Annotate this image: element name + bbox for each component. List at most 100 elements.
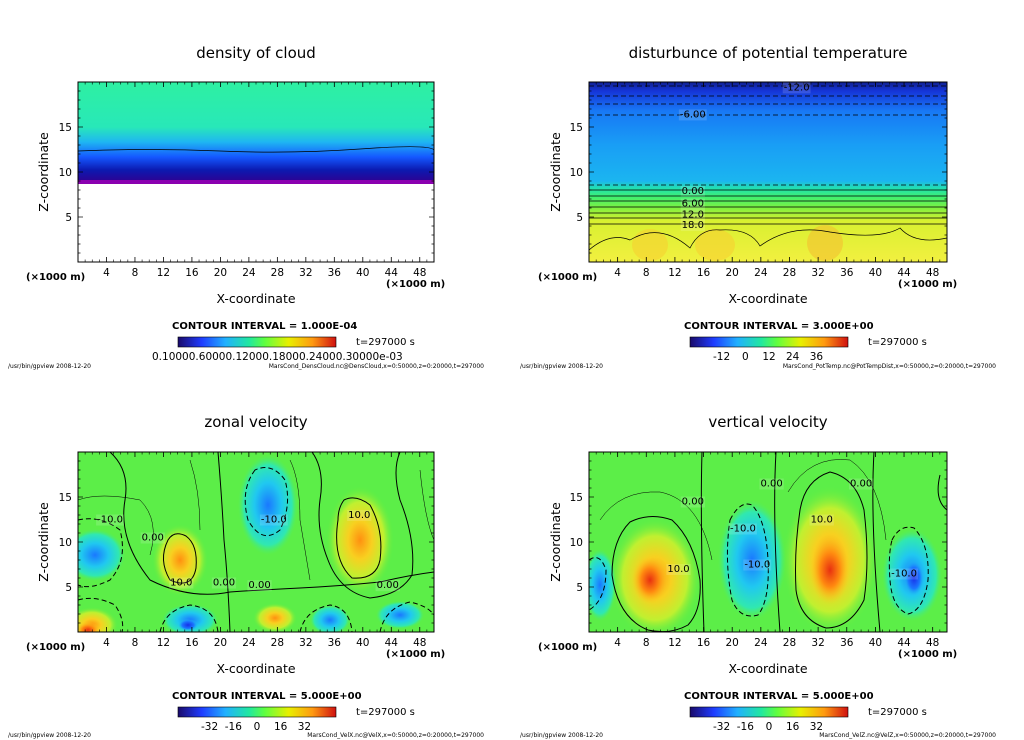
- x-tick-label: 28: [271, 267, 284, 279]
- contour-label-bg: [759, 478, 784, 490]
- colorbar-tick-label: 16: [274, 721, 288, 733]
- colorbar-tick-label: 0: [742, 351, 749, 363]
- x-tick-label: 24: [242, 267, 256, 279]
- footer-left: /usr/bin/gpview 2008-12-20: [520, 363, 603, 370]
- x-unit-right: (×1000 m): [386, 649, 445, 660]
- x-tick-label: 40: [356, 637, 369, 649]
- x-tick-label: 24: [754, 267, 768, 279]
- y-tick-label: 15: [570, 122, 583, 134]
- x-tick-label: 4: [103, 637, 110, 649]
- contour-label: -10.0: [891, 569, 917, 580]
- chart-title: zonal velocity: [204, 413, 307, 431]
- contour-label: 0.00: [682, 186, 704, 197]
- colorbar-ticks: -32 -16 0 16 32: [201, 721, 311, 733]
- x-tick-label: 8: [643, 267, 650, 279]
- contour-interval: CONTOUR INTERVAL = 5.000E+00: [172, 691, 362, 702]
- x-tick-label: 44: [897, 267, 911, 279]
- x-tick-label: 24: [242, 637, 256, 649]
- contour-label: 0.00: [213, 578, 235, 589]
- contour-label: 10.0: [348, 510, 370, 521]
- x-tick-label: 24: [754, 637, 768, 649]
- colorbar-tick-label: 32: [298, 721, 311, 733]
- x-tick-label: 28: [783, 637, 796, 649]
- x-tick-label: 12: [157, 267, 170, 279]
- contour-label-bg: [680, 198, 705, 210]
- y-tick-label: 10: [59, 167, 72, 179]
- y-tick-label: 15: [59, 122, 72, 134]
- contour-label: -6.00: [680, 109, 706, 120]
- colorbar-ticks: -32 -16 0 16 32: [713, 721, 823, 733]
- x-unit-right: (×1000 m): [898, 279, 957, 290]
- x-tick-label: 36: [840, 637, 854, 649]
- contour-label-bg: [680, 185, 705, 197]
- colorbar-tick-label: -16: [225, 721, 242, 733]
- x-tick-label: 12: [157, 637, 170, 649]
- x-unit-left: (×1000 m): [538, 272, 597, 283]
- x-tick-label: 36: [328, 267, 342, 279]
- x-tick-label: 28: [271, 637, 284, 649]
- x-tick-label: 32: [299, 267, 312, 279]
- x-axis-label: X-coordinate: [728, 291, 807, 306]
- contour-interval: CONTOUR INTERVAL = 5.000E+00: [684, 691, 874, 702]
- contour-label-bg: [848, 478, 874, 490]
- x-tick-label: 12: [668, 267, 681, 279]
- x-tick-label: 20: [726, 637, 739, 649]
- x-tick-label: 20: [214, 267, 227, 279]
- chart-title: density of cloud: [196, 44, 316, 62]
- colorbar-tick-label-overlap: 0.10000.60000.12000.18000.24000.30000e-0…: [152, 351, 403, 363]
- contour-label: 0.00: [760, 479, 782, 490]
- footer-left: /usr/bin/gpview 2008-12-20: [8, 732, 91, 739]
- x-tick-label: 36: [840, 267, 854, 279]
- time-label: t=297000 s: [868, 707, 927, 718]
- contour-label-bg: [680, 496, 705, 508]
- contour-label-bg: [809, 514, 834, 526]
- colorbar-tick-label: -32: [713, 721, 730, 733]
- y-tick-label: 5: [576, 582, 583, 594]
- contour-label-bg: [680, 220, 705, 232]
- contour-label-bg: [743, 559, 772, 571]
- x-unit-left: (×1000 m): [26, 642, 85, 653]
- contour-label: 10.0: [667, 564, 689, 575]
- colorbar: [177, 336, 337, 348]
- colorbar-tick-label: 32: [810, 721, 823, 733]
- panel-zonal-velocity: zonal velocity: [8, 413, 484, 739]
- contour-label: -10.0: [261, 515, 287, 526]
- chart-title: vertical velocity: [708, 413, 827, 431]
- plot-field: [78, 82, 434, 262]
- x-tick-label: 48: [926, 637, 939, 649]
- y-tick-label: 15: [59, 492, 72, 504]
- x-unit-right: (×1000 m): [386, 279, 445, 290]
- y-tick-label: 5: [65, 212, 72, 224]
- contour-label: 10.0: [811, 515, 833, 526]
- footer-left: /usr/bin/gpview 2008-12-20: [8, 363, 91, 370]
- contour-label: -10.0: [730, 524, 756, 535]
- x-tick-label: 32: [811, 267, 824, 279]
- colorbar-tick-label: 16: [786, 721, 800, 733]
- colorbar-tick-label: 12: [762, 351, 775, 363]
- x-unit-left: (×1000 m): [26, 272, 85, 283]
- contour-label: -10.0: [97, 515, 123, 526]
- y-tick-label: 10: [570, 537, 583, 549]
- contour-interval: CONTOUR INTERVAL = 1.000E-04: [172, 321, 357, 332]
- contour-label-bg: [347, 510, 372, 521]
- plot-field: [78, 452, 434, 632]
- footer-right: MarsCond_PotTemp.nc@PotTempDist,x=0:5000…: [783, 363, 996, 370]
- x-tick-label: 48: [413, 267, 426, 279]
- x-tick-label: 16: [697, 267, 711, 279]
- colorbar: [689, 706, 849, 718]
- x-tick-label: 44: [385, 637, 399, 649]
- x-tick-label: 20: [726, 267, 739, 279]
- panel-potential-temperature: disturbunce of potential temperature: [520, 44, 996, 370]
- y-axis-label: Z-coordinate: [548, 502, 563, 582]
- x-tick-label: 8: [132, 267, 139, 279]
- footer-right: MarsCond_VelZ.nc@VelZ,x=0:50000,z=0:2000…: [819, 732, 996, 739]
- x-tick-label: 40: [869, 637, 882, 649]
- x-tick-label: 44: [385, 267, 399, 279]
- panel-density-of-cloud: density of cloud 4 8 12 16 20 24 28 32 36 40 44 485…: [8, 44, 484, 370]
- footer-left: /usr/bin/gpview 2008-12-20: [520, 732, 603, 739]
- axis-ticks: 4 8 12 16 20 24 28 32 36 40 44 4851015-10.00.0010.0…: [59, 452, 434, 649]
- contour-label: -12.0: [784, 82, 810, 93]
- contour-label-bg: [890, 568, 918, 580]
- contour-label-bg: [729, 523, 757, 535]
- colorbar-ticks: -12 0 12 24 36: [713, 351, 823, 363]
